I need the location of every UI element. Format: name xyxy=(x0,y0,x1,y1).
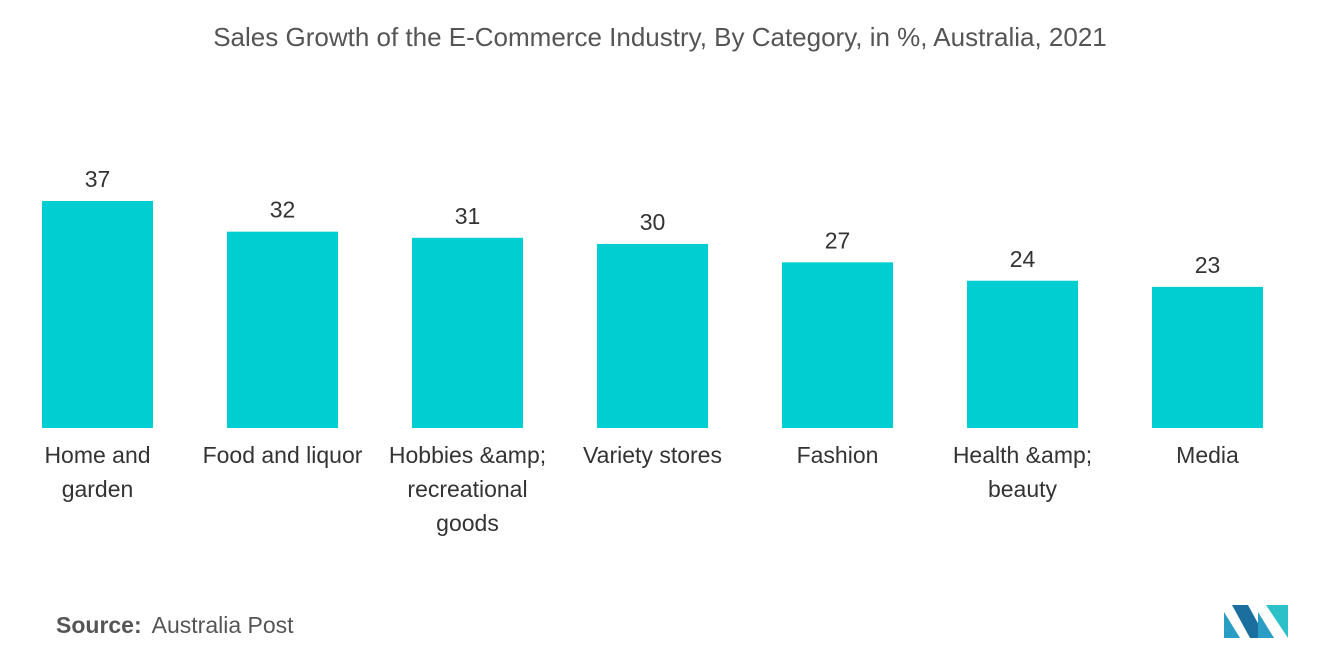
x-tick-label: Hobbies &amp; recreational goods xyxy=(388,442,547,536)
x-tick-label: Media xyxy=(1176,442,1239,468)
bar xyxy=(227,231,338,428)
x-tick-label: Fashion xyxy=(796,442,879,468)
value-label: 23 xyxy=(1195,252,1221,278)
value-label: 30 xyxy=(640,209,666,235)
source: Source: Australia Post xyxy=(56,612,294,639)
source-label: Source: xyxy=(56,612,142,638)
value-label: 37 xyxy=(85,166,111,192)
value-label: 24 xyxy=(1010,246,1036,272)
bar xyxy=(967,280,1078,428)
bar xyxy=(412,237,523,428)
x-tick-label: Variety stores xyxy=(583,442,722,468)
value-label: 27 xyxy=(825,227,851,253)
x-tick-label: Food and liquor xyxy=(202,442,363,468)
bar xyxy=(42,201,153,428)
x-tick-label: Health &amp; beauty xyxy=(952,442,1093,502)
bar xyxy=(1152,286,1263,428)
bar xyxy=(782,262,893,428)
bar xyxy=(597,243,708,428)
chart-title: Sales Growth of the E-Commerce Industry,… xyxy=(213,22,1107,52)
source-text: Australia Post xyxy=(151,612,294,638)
logo xyxy=(1224,605,1288,638)
value-label: 32 xyxy=(270,197,296,223)
value-label: 31 xyxy=(455,203,481,229)
x-tick-label: Home and garden xyxy=(44,442,151,502)
